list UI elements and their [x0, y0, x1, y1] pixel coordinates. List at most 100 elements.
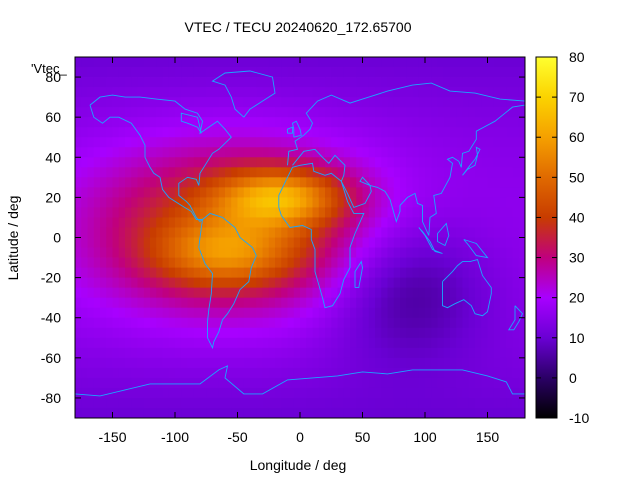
heatmap-cell — [450, 167, 457, 178]
heatmap-cell — [325, 317, 332, 329]
heatmap-cell — [100, 257, 107, 268]
heatmap-cell — [375, 197, 382, 208]
heatmap-cell — [462, 307, 470, 319]
heatmap-cell — [450, 217, 457, 228]
heatmap-cell — [393, 167, 401, 178]
heatmap-cell — [118, 287, 126, 299]
heatmap-cell — [193, 197, 201, 208]
heatmap-cell — [406, 207, 413, 218]
heatmap-cell — [231, 87, 238, 98]
heatmap-cell — [162, 217, 170, 228]
heatmap-cell — [106, 227, 113, 238]
heatmap-cell — [137, 367, 145, 379]
heatmap-cell — [381, 387, 388, 399]
heatmap-cell — [256, 367, 263, 379]
heatmap-cell — [362, 297, 370, 309]
heatmap-cell — [375, 397, 382, 409]
heatmap-cell — [356, 247, 363, 258]
heatmap-cell — [406, 127, 413, 138]
heatmap-cell — [468, 187, 476, 198]
heatmap-cell — [468, 117, 476, 128]
heatmap-cell — [381, 277, 388, 289]
heatmap-cell — [331, 407, 338, 418]
heatmap-cell — [512, 387, 520, 399]
heatmap-cell — [493, 167, 501, 178]
heatmap-cell — [343, 207, 351, 218]
heatmap-cell — [475, 107, 482, 118]
heatmap-cell — [512, 157, 520, 168]
heatmap-cell — [462, 347, 470, 359]
heatmap-cell — [418, 177, 426, 188]
heatmap-cell — [156, 217, 163, 228]
heatmap-cell — [131, 257, 138, 268]
heatmap-cell — [418, 217, 426, 228]
heatmap-cell — [137, 147, 145, 158]
heatmap-cell — [187, 177, 195, 188]
heatmap-cell — [225, 137, 232, 148]
heatmap-cell — [318, 67, 326, 78]
coastline — [418, 227, 443, 254]
heatmap-cell — [381, 107, 388, 118]
heatmap-cell — [231, 267, 238, 279]
heatmap-cell — [275, 347, 282, 359]
heatmap-cell — [162, 57, 170, 68]
heatmap-cell — [493, 137, 501, 148]
heatmap-cell — [437, 297, 445, 309]
heatmap-cell — [100, 237, 107, 248]
heatmap-cell — [281, 367, 288, 379]
y-tick-label: 20 — [45, 189, 61, 205]
heatmap-cell — [256, 197, 263, 208]
heatmap-cell — [518, 197, 525, 208]
heatmap-cell — [143, 227, 151, 238]
heatmap-cell — [331, 127, 338, 138]
heatmap-cell — [381, 77, 388, 88]
heatmap-cell — [325, 107, 332, 118]
heatmap-cell — [512, 87, 520, 98]
heatmap-cell — [131, 397, 138, 409]
heatmap-cell — [125, 217, 132, 228]
heatmap-cell — [137, 407, 145, 418]
heatmap-cell — [306, 117, 313, 128]
heatmap-cell — [318, 277, 326, 289]
heatmap-cell — [387, 117, 395, 128]
heatmap-cell — [362, 87, 370, 98]
heatmap-cell — [450, 97, 457, 108]
heatmap-cell — [350, 307, 357, 319]
heatmap-cell — [487, 407, 495, 418]
heatmap-cell — [443, 107, 451, 118]
heatmap-cell — [100, 197, 107, 208]
heatmap-cell — [518, 237, 525, 248]
heatmap-cell — [331, 387, 338, 399]
heatmap-cell — [337, 287, 345, 299]
heatmap-cell — [406, 177, 413, 188]
heatmap-cell — [512, 357, 520, 369]
heatmap-cell — [312, 57, 320, 68]
heatmap-cell — [306, 207, 313, 218]
heatmap-cell — [225, 387, 232, 399]
heatmap-cell — [375, 57, 382, 68]
heatmap-cell — [500, 237, 507, 248]
heatmap-cell — [400, 197, 407, 208]
heatmap-cell — [306, 217, 313, 228]
heatmap-cell — [162, 377, 170, 389]
heatmap-cell — [193, 277, 201, 289]
heatmap-cell — [218, 87, 226, 98]
heatmap-cell — [350, 357, 357, 369]
heatmap-cell — [412, 187, 420, 198]
heatmap-cell — [118, 317, 126, 329]
heatmap-cell — [506, 307, 513, 319]
heatmap-cell — [431, 77, 438, 88]
heatmap-cell — [268, 297, 276, 309]
heatmap-cell — [468, 347, 476, 359]
heatmap-cell — [425, 257, 432, 268]
heatmap-cell — [187, 297, 195, 309]
heatmap-cell — [425, 207, 432, 218]
heatmap-cell — [375, 127, 382, 138]
heatmap-cell — [356, 97, 363, 108]
heatmap-cell — [487, 187, 495, 198]
heatmap-cell — [356, 347, 363, 359]
heatmap-cell — [168, 347, 176, 359]
heatmap-cell — [200, 97, 207, 108]
